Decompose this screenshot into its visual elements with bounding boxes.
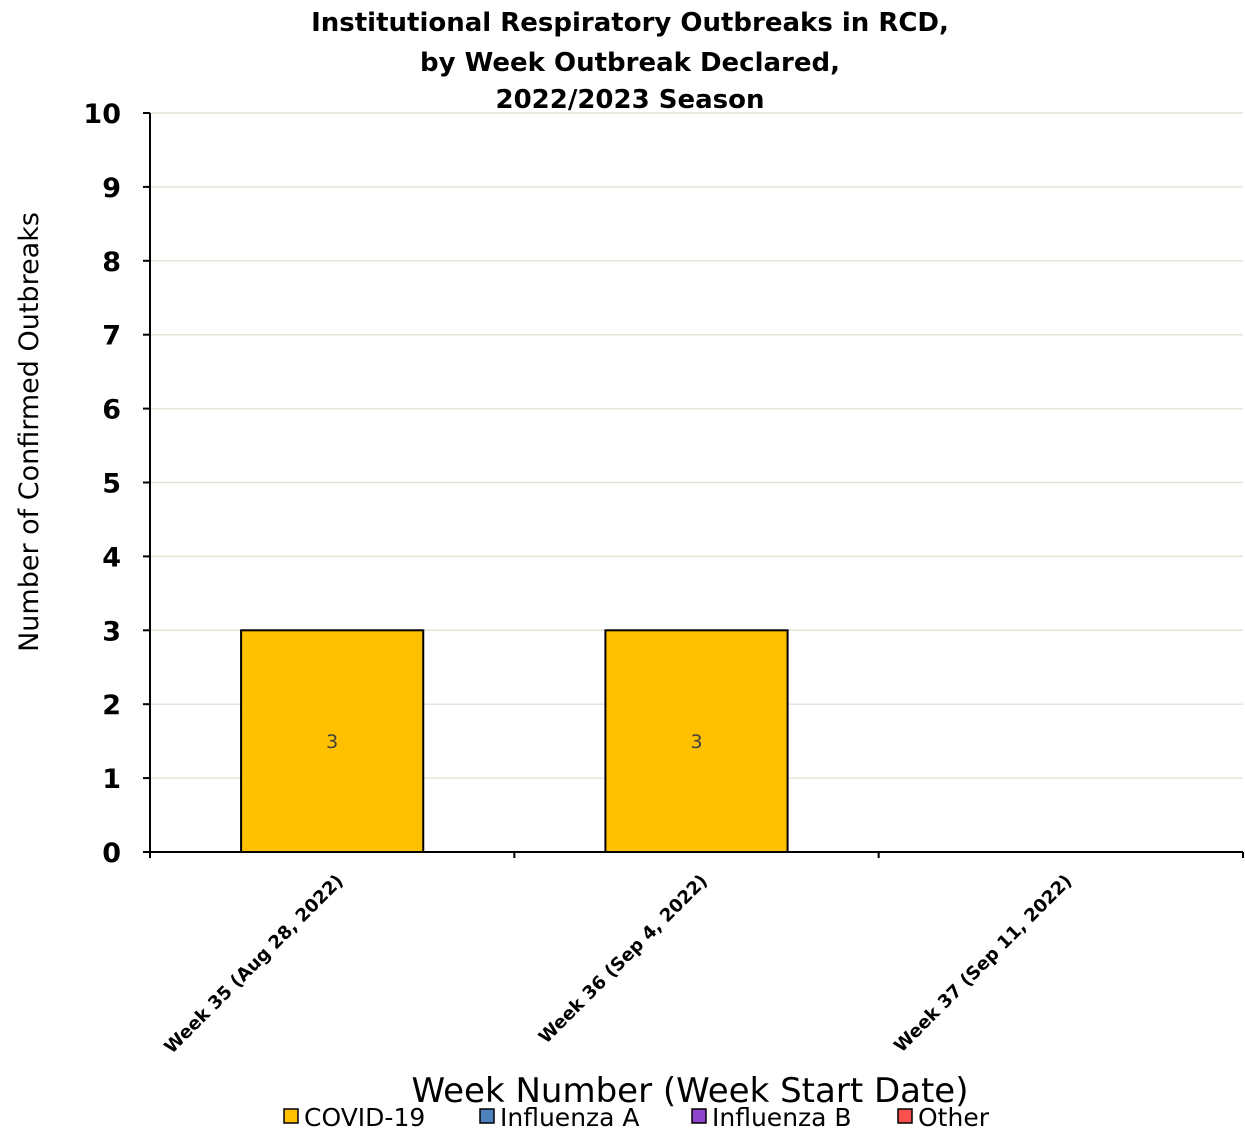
legend-label: Influenza A [500, 1103, 640, 1132]
y-tick-label: 2 [102, 690, 121, 721]
x-tick-label: Week 35 (Aug 28, 2022) [160, 871, 347, 1058]
chart-title-line-1: Institutional Respiratory Outbreaks in R… [311, 8, 949, 38]
data-label: 3 [326, 731, 338, 753]
y-tick-label: 1 [102, 764, 121, 795]
y-tick-label: 7 [102, 321, 121, 352]
y-axis-title: Number of Confirmed Outbreaks [14, 212, 45, 652]
x-axis-title: Week Number (Week Start Date) [412, 1071, 969, 1111]
legend-swatch [691, 1108, 707, 1124]
legend-label: Influenza B [712, 1103, 852, 1132]
legend-label: COVID-19 [304, 1103, 425, 1132]
axes [143, 112, 1244, 858]
y-tick-label: 6 [102, 395, 121, 426]
legend: COVID-19 Influenza A Influenza B Other [283, 1103, 990, 1132]
bar [604, 629, 789, 853]
chart-title: Institutional Respiratory Outbreaks in R… [311, 8, 949, 115]
bar [240, 629, 425, 853]
x-tick-label: Week 36 (Sep 4, 2022) [535, 871, 712, 1048]
legend-label: Other [918, 1103, 990, 1132]
legend-swatch [283, 1108, 299, 1124]
y-tick-label: 5 [102, 469, 121, 500]
x-tick-labels: Week 35 (Aug 28, 2022) Week 36 (Sep 4, 20… [160, 871, 1076, 1058]
y-tick-label: 10 [83, 99, 121, 130]
x-tick-label: Week 37 (Sep 11, 2022) [890, 871, 1076, 1057]
legend-swatch [479, 1108, 495, 1124]
legend-swatch [897, 1108, 913, 1124]
y-tick-label: 0 [102, 838, 121, 869]
chart-title-line-2: by Week Outbreak Declared, [420, 48, 840, 78]
y-tick-label: 4 [102, 542, 121, 573]
y-tick-labels: 0 1 2 3 4 5 6 7 8 9 10 [83, 99, 121, 869]
data-label: 3 [690, 731, 702, 753]
y-tick-label: 8 [102, 247, 121, 278]
chart-title-line-3: 2022/2023 Season [495, 85, 764, 115]
y-tick-label: 9 [102, 173, 121, 204]
y-tick-label: 3 [102, 616, 121, 647]
